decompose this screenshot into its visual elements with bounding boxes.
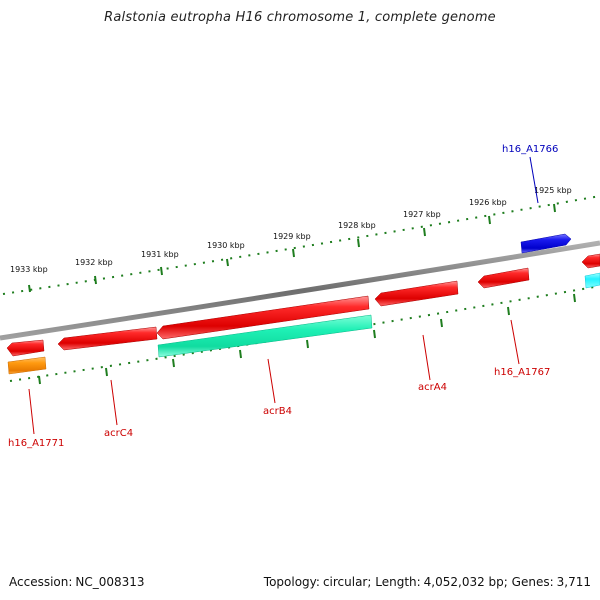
major-tick [105, 367, 108, 377]
gene-acrB4[interactable] [156, 295, 370, 340]
map-title: Ralstonia eutropha H16 chromosome 1, com… [104, 10, 496, 25]
leader-line [267, 358, 276, 404]
major-tick [28, 284, 31, 293]
gene-label[interactable]: h16_A1771 [8, 438, 64, 449]
reverse-strand-genes-row2 [7, 272, 600, 375]
major-tick [507, 306, 510, 316]
major-tick [373, 329, 376, 339]
major-tick [357, 238, 360, 248]
major-tick [239, 349, 242, 359]
major-tick [573, 293, 576, 303]
outer-ruler-dots [2, 195, 600, 295]
gene-acrC4[interactable] [57, 326, 158, 351]
leader-lines [28, 156, 539, 435]
scale-label: 1930 kbp [207, 241, 245, 250]
scale-label: 1933 kbp [10, 265, 48, 274]
gene-h16-a1771[interactable] [6, 339, 45, 357]
scale-label: 1931 kbp [141, 250, 179, 259]
accession-value: NC_008313 [75, 575, 145, 589]
gene-label[interactable]: acrC4 [104, 428, 133, 439]
genes-value: 3,711 [556, 575, 591, 589]
length-value: 4,052,032 bp; [423, 575, 508, 589]
leader-line [28, 388, 35, 435]
scale-label: 1932 kbp [75, 258, 113, 267]
gene-label[interactable]: acrB4 [263, 406, 292, 417]
major-tick [553, 203, 556, 213]
gene-labels: h16_A1771 acrC4 acrB4 acrA4 h16_A1767 h1… [8, 144, 558, 449]
topology-value: circular; [322, 575, 372, 589]
gene-acrA4[interactable] [374, 280, 459, 307]
genome-stats: Topology: circular; Length: 4,052,032 bp; … [264, 575, 591, 589]
scale-label: 1928 kbp [338, 221, 376, 230]
forward-strand-genes [520, 233, 572, 254]
major-tick [226, 258, 229, 267]
scale-labels: 1933 kbp 1932 kbp 1931 kbp 1930 kbp 1929… [10, 186, 572, 274]
scale-label: 1926 kbp [469, 198, 507, 207]
major-tick [306, 339, 309, 349]
major-tick [440, 318, 443, 328]
accession-info: Accession: NC_008313 [9, 575, 145, 589]
major-tick [94, 275, 97, 285]
length-label: Length: [375, 575, 421, 589]
scale-label: 1925 kbp [534, 186, 572, 195]
gene-h16-a1767[interactable] [477, 267, 530, 289]
gene-acrB4-overlap[interactable] [157, 314, 373, 358]
gene-label[interactable]: h16_A1766 [502, 144, 558, 155]
genes-label: Genes: [511, 575, 554, 589]
gene-label[interactable]: h16_A1767 [494, 367, 550, 378]
chromosome-backbone [0, 240, 600, 341]
gene-label[interactable]: acrA4 [418, 382, 447, 393]
major-tick [172, 358, 175, 368]
topology-label: Topology: [263, 575, 320, 589]
leader-line [529, 156, 539, 204]
leader-line [110, 379, 118, 426]
major-tick [38, 375, 41, 385]
scale-label: 1927 kbp [403, 210, 441, 219]
gene-edge-red[interactable] [581, 253, 600, 269]
major-tick [160, 266, 163, 276]
reverse-strand-genes [6, 253, 600, 357]
scale-label: 1929 kbp [273, 232, 311, 241]
major-tick [292, 248, 295, 258]
leader-line [422, 334, 431, 381]
gene-edge-cyan[interactable] [584, 272, 600, 289]
major-tick [423, 227, 426, 237]
leader-line [510, 319, 520, 365]
accession-label: Accession: [9, 575, 73, 589]
outer-tick-ruler [2, 195, 600, 295]
gene-orange[interactable] [7, 356, 47, 375]
gene-h16-a1766[interactable] [520, 233, 572, 254]
major-tick [488, 215, 491, 225]
